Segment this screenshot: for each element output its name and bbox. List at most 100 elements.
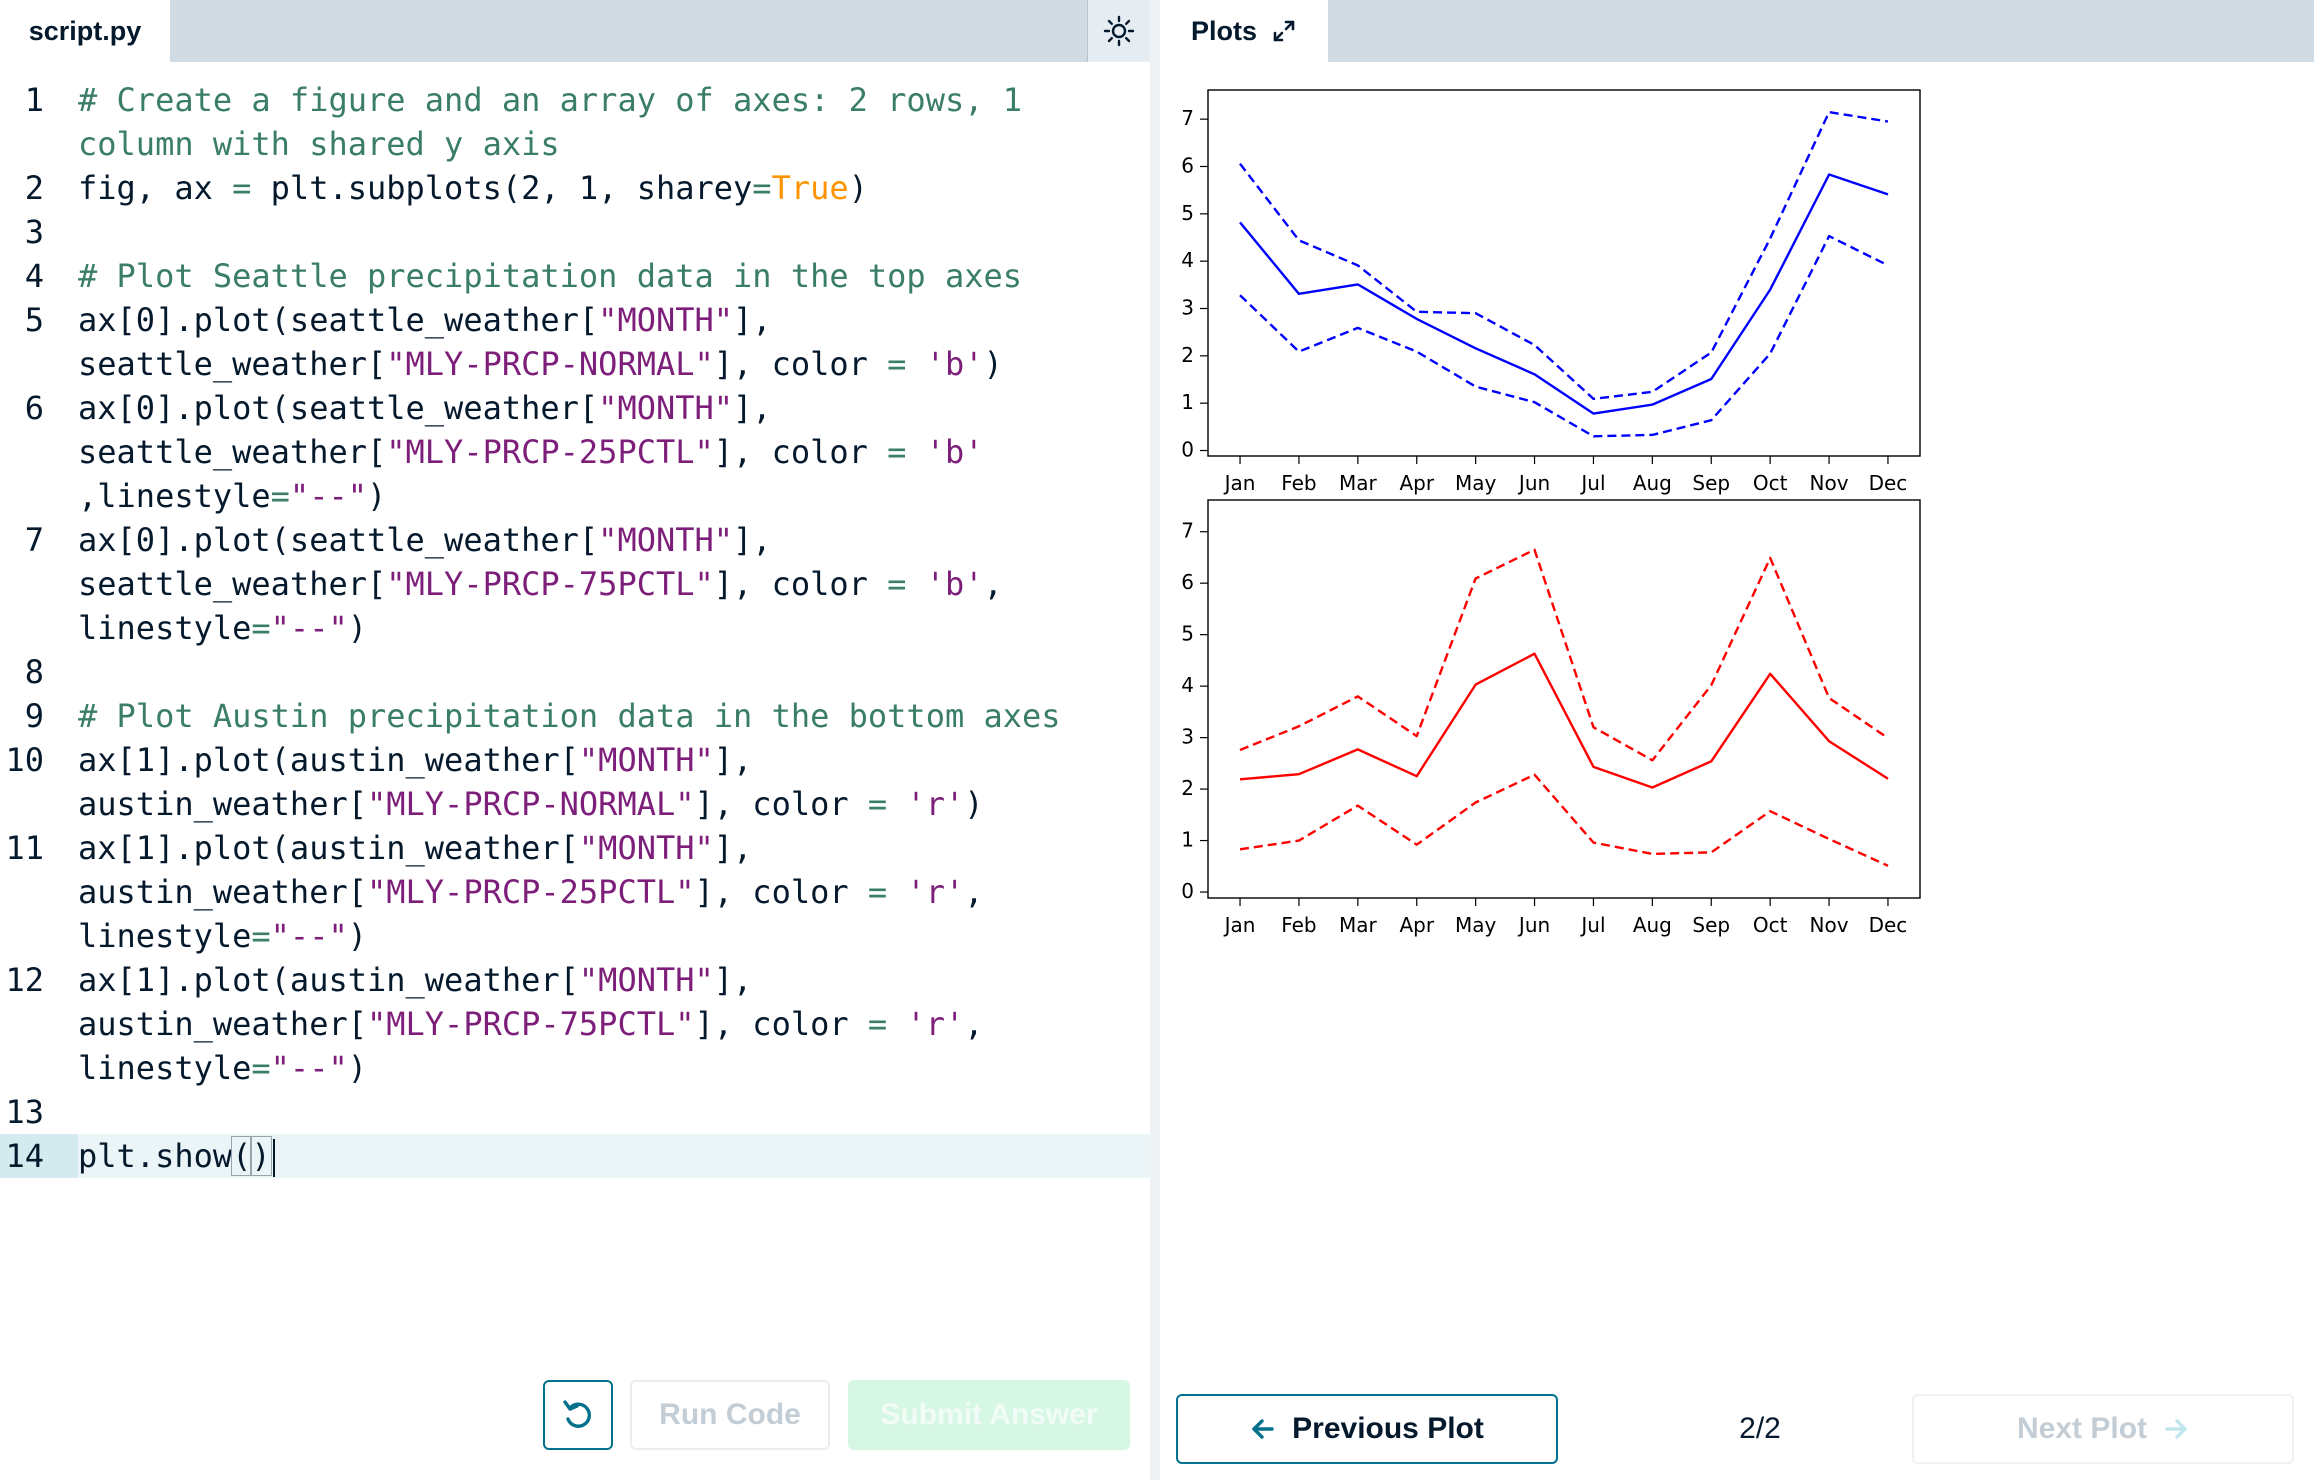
y-tick-label: 5 (1181, 622, 1194, 646)
code-token: "MONTH" (578, 741, 714, 779)
code-text[interactable]: ax[1].plot(austin_weather["MONTH"], aust… (78, 958, 1150, 1090)
code-text[interactable]: ax[0].plot(seattle_weather["MONTH"], sea… (78, 518, 1150, 650)
plots-tabbar: Plots (1160, 0, 2314, 62)
undo-icon (563, 1400, 591, 1428)
code-text[interactable]: fig, ax = plt.subplots(2, 1, sharey=True… (78, 166, 1150, 210)
code-text[interactable]: # Plot Austin precipitation data in the … (78, 694, 1150, 738)
editor-tabbar: script.py (0, 0, 1150, 62)
code-token: 'r' (906, 1005, 965, 1043)
code-token: = (251, 917, 271, 955)
code-text[interactable] (78, 650, 1150, 694)
reset-code-button[interactable] (543, 1380, 613, 1450)
code-token: , linestyle (78, 1005, 984, 1087)
code-line[interactable]: 5 ax[0].plot(seattle_weather["MONTH"], se… (0, 298, 1150, 386)
theme-toggle-button[interactable] (1087, 0, 1150, 62)
x-tick-label: Jul (1579, 913, 1605, 937)
code-token: = (867, 873, 888, 911)
code-token: "MLY-PRCP-75PCTL" (386, 565, 714, 603)
code-line[interactable]: 3 (0, 210, 1150, 254)
line-number: 10 (5, 741, 44, 779)
previous-plot-button[interactable]: Previous Plot (1176, 1394, 1558, 1464)
code-text[interactable]: ax[1].plot(austin_weather["MONTH"], aust… (78, 738, 1150, 826)
code-line[interactable]: 8 (0, 650, 1150, 694)
x-tick-label: Feb (1281, 913, 1316, 937)
code-text[interactable]: ax[1].plot(austin_weather["MONTH"], aust… (78, 826, 1150, 958)
code-token: "MONTH" (598, 521, 734, 559)
y-tick-label: 3 (1181, 725, 1194, 749)
code-line[interactable]: 1 # Create a figure and an array of axes:… (0, 78, 1150, 166)
series-line-dashed-2 (1239, 234, 1889, 438)
code-token: = (752, 169, 772, 207)
code-line[interactable]: 11 ax[1].plot(austin_weather["MONTH"], au… (0, 826, 1150, 958)
code-token: plt.show (78, 1137, 233, 1175)
code-token: ,linestyle (78, 477, 271, 515)
y-tick-label: 0 (1181, 879, 1194, 903)
code-token (906, 565, 925, 603)
code-token: ) (347, 609, 367, 647)
code-token: 'b' (925, 433, 984, 471)
code-text[interactable] (78, 210, 1150, 254)
expand-icon[interactable] (1271, 18, 1297, 44)
code-token: ], austin_weather[ (78, 961, 753, 1043)
code-line[interactable]: 7 ax[0].plot(seattle_weather["MONTH"], se… (0, 518, 1150, 650)
code-token: 'b' (925, 345, 984, 383)
line-number: 13 (5, 1093, 44, 1131)
series-line-dashed-2 (1239, 773, 1889, 867)
code-line[interactable]: 10 ax[1].plot(austin_weather["MONTH"], au… (0, 738, 1150, 826)
line-number: 5 (24, 301, 44, 339)
y-tick-label: 2 (1181, 343, 1194, 367)
run-code-button[interactable]: Run Code (630, 1380, 830, 1450)
code-text[interactable]: plt.show() (78, 1134, 1150, 1178)
line-number: 12 (5, 961, 44, 999)
y-tick-label: 1 (1181, 390, 1194, 414)
line-number: 14 (0, 1134, 78, 1178)
code-token: "--" (270, 609, 348, 647)
code-line[interactable]: 2 fig, ax = plt.subplots(2, 1, sharey=Tru… (0, 166, 1150, 210)
code-token: ax[0].plot(seattle_weather[ (78, 389, 599, 427)
code-text[interactable]: ax[0].plot(seattle_weather["MONTH"], sea… (78, 298, 1150, 386)
code-text[interactable] (78, 1090, 1150, 1134)
x-tick-label: Aug (1633, 471, 1672, 495)
code-token: ], color (694, 873, 868, 911)
figure: 0 1 2 3 4 5 6 7 Jan Feb Mar Apr May Jun Jul Aug Sep Oct No… (1181, 89, 1921, 937)
x-tick-label: Apr (1399, 471, 1434, 495)
sun-icon (1103, 15, 1135, 47)
editor-pane: script.py 1 # Create a figure and an arra… (0, 0, 1150, 1480)
code-text[interactable]: # Plot Seattle precipitation data in the… (78, 254, 1150, 298)
code-line[interactable]: 9 # Plot Austin precipitation data in the… (0, 694, 1150, 738)
code-line[interactable]: 13 (0, 1090, 1150, 1134)
y-tick-label: 4 (1181, 248, 1194, 272)
tab-script-py[interactable]: script.py (0, 0, 170, 62)
x-tick-label: Jan (1223, 913, 1256, 937)
code-editor[interactable]: 1 # Create a figure and an array of axes:… (0, 78, 1150, 1178)
line-number: 8 (24, 653, 44, 691)
code-line[interactable]: 12 ax[1].plot(austin_weather["MONTH"], au… (0, 958, 1150, 1090)
next-plot-button[interactable]: Next Plot (1912, 1394, 2294, 1464)
x-tick-label: Dec (1869, 913, 1908, 937)
code-token: "MONTH" (598, 301, 734, 339)
editor-footer: Run Code Submit Answer (0, 1380, 1150, 1460)
x-tick-label: Apr (1399, 913, 1434, 937)
code-token: ax[1].plot(austin_weather[ (78, 741, 579, 779)
plots-pane: Plots 0 1 2 3 4 5 6 7 Jan Feb Mar Apr May Jun Jul Aug Se… (1160, 0, 2314, 1480)
code-line[interactable]: 6 ax[0].plot(seattle_weather["MONTH"], se… (0, 386, 1150, 518)
code-token: ) (848, 169, 868, 207)
code-token: ( (231, 1136, 253, 1176)
x-tick-label: Jun (1517, 913, 1550, 937)
tab-plots[interactable]: Plots (1160, 0, 1328, 62)
code-token: ax[1].plot(austin_weather[ (78, 961, 579, 999)
x-tick-label: Sep (1692, 913, 1730, 937)
code-token: ], color (713, 565, 888, 603)
code-token: ax[0].plot(seattle_weather[ (78, 301, 599, 339)
arrow-left-icon (1252, 1419, 1274, 1439)
code-text[interactable]: # Create a figure and an array of axes: … (78, 78, 1150, 166)
x-tick-label: May (1455, 913, 1497, 937)
pane-divider[interactable] (1150, 0, 1160, 1480)
code-token: ) (347, 1049, 367, 1087)
code-line[interactable]: 4 # Plot Seattle precipitation data in th… (0, 254, 1150, 298)
code-line[interactable]: 14 plt.show() (0, 1134, 1150, 1178)
code-token: = (867, 1005, 888, 1043)
submit-answer-button[interactable]: Submit Answer (848, 1380, 1130, 1450)
code-text[interactable]: ax[0].plot(seattle_weather["MONTH"], sea… (78, 386, 1150, 518)
previous-plot-label: Previous Plot (1292, 1412, 1484, 1445)
